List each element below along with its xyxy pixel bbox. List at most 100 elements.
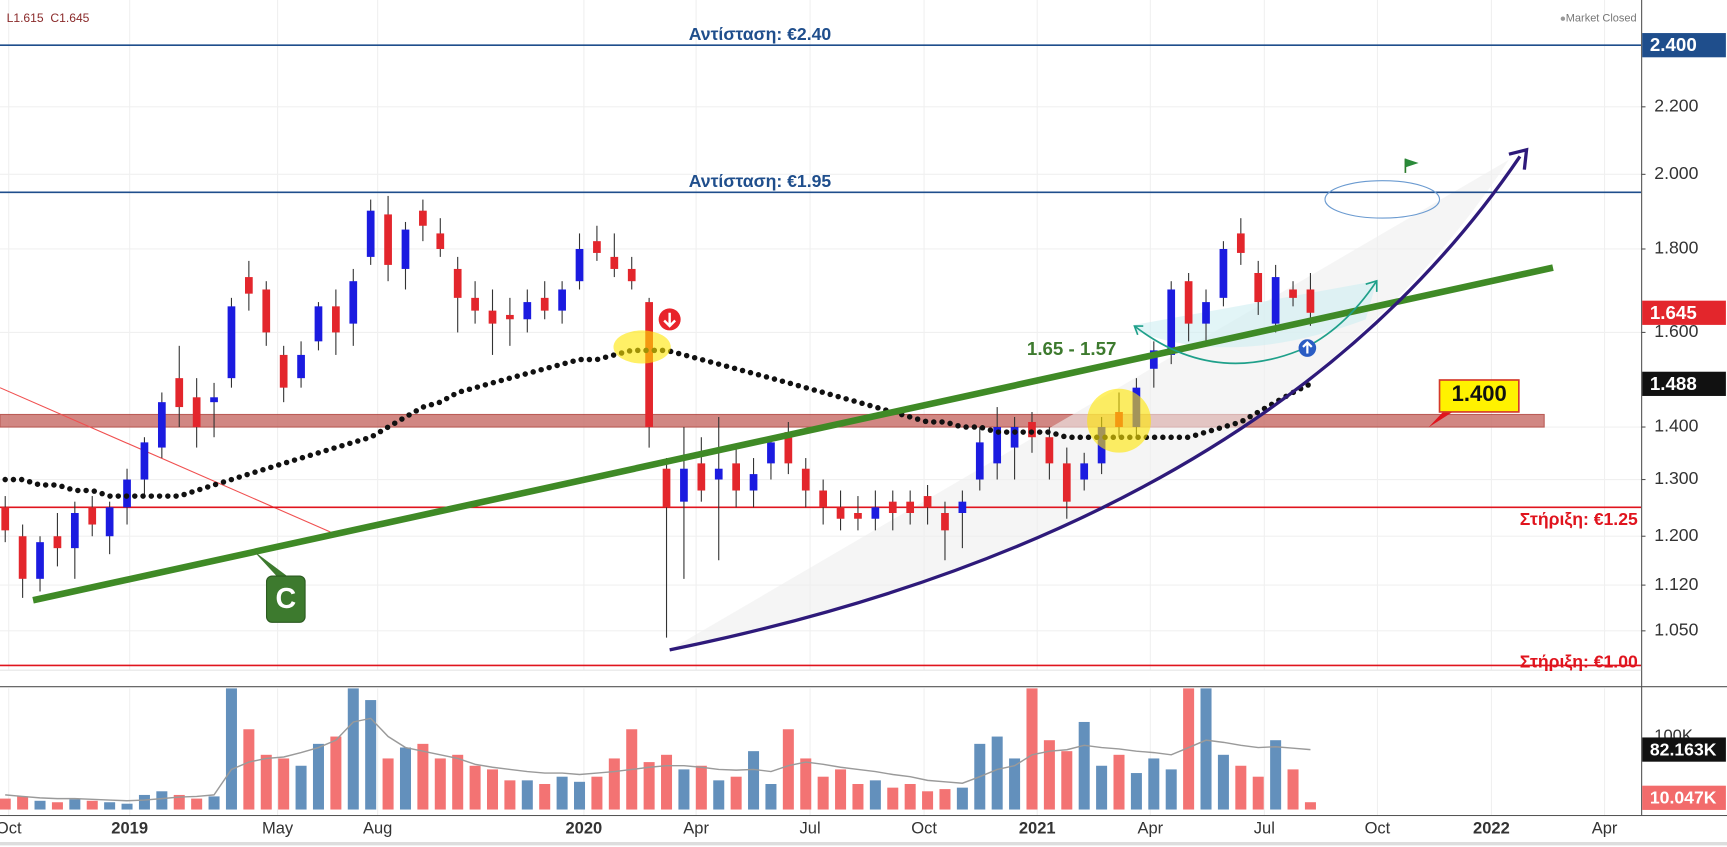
candle-body — [854, 513, 862, 519]
volume-bar — [1287, 769, 1299, 810]
x-tick-label: 2021 — [1019, 819, 1056, 838]
volume-bar — [991, 736, 1003, 810]
uptrend-line — [32, 264, 1554, 604]
candle-body — [1, 507, 10, 531]
volume-ma-line — [5, 717, 1311, 802]
volume-bar — [574, 781, 586, 810]
y-tick-label: 1.300 — [1654, 468, 1698, 488]
volume-bar — [521, 780, 533, 810]
volume-bar — [1235, 765, 1247, 810]
volume-bar — [765, 783, 777, 810]
volume-bar — [748, 751, 760, 810]
y-tick-label: 1.050 — [1654, 619, 1698, 639]
candle-body — [366, 210, 375, 257]
x-tick-label: Apr — [683, 819, 709, 838]
candle-body — [1149, 350, 1158, 369]
candle-body — [419, 210, 427, 226]
x-tick-label: 2020 — [565, 819, 602, 838]
volume-bar — [173, 794, 185, 810]
price-badge — [1642, 33, 1726, 58]
volume-bar — [817, 776, 829, 810]
price-badge — [1642, 737, 1726, 762]
candle-body — [819, 490, 828, 508]
y-tick-label: 1.600 — [1654, 321, 1698, 341]
volume-bar — [1096, 765, 1108, 810]
volume-bar — [1026, 688, 1038, 810]
y-tick-label: 2.200 — [1654, 95, 1698, 115]
arrow-head — [1365, 279, 1378, 292]
candle-body — [906, 501, 915, 514]
candle-body — [36, 542, 44, 579]
volume-bar — [347, 688, 359, 810]
volume-bar — [138, 794, 150, 810]
volume-bar — [504, 780, 516, 810]
volume-bar — [539, 783, 551, 810]
candle-body — [523, 302, 532, 320]
candle-body — [349, 281, 358, 324]
volume-bar — [469, 765, 481, 810]
range-annotation: 1.65 - 1.57 — [1027, 338, 1116, 359]
candle-body — [575, 248, 584, 282]
candle-body — [1289, 289, 1297, 298]
callout-pointer — [1428, 409, 1457, 428]
candle-body — [680, 468, 688, 502]
candle-body — [471, 297, 479, 311]
volume-bar — [591, 776, 603, 810]
level-label: Στήριξη: €1.00 — [1520, 652, 1638, 673]
volume-bar — [608, 758, 620, 810]
candle-body — [958, 501, 967, 514]
candle-body — [262, 289, 271, 333]
volume-bar — [1130, 773, 1142, 810]
price-badge — [1642, 300, 1726, 325]
y-tick-label: 1.200 — [1654, 525, 1698, 545]
x-tick-label: Apr — [1592, 819, 1618, 838]
time-axis-area — [0, 816, 1727, 847]
candle-body — [53, 536, 62, 549]
candle-body — [784, 432, 793, 464]
volume-bar — [51, 802, 63, 810]
candle-body — [1254, 273, 1263, 303]
price-badge-label: 2.400 — [1650, 34, 1697, 55]
candle-body — [610, 256, 619, 269]
candle-body — [540, 297, 549, 311]
candle-body — [210, 397, 218, 403]
candle-body — [975, 442, 984, 480]
candle-body — [140, 442, 149, 480]
zone-callout — [1438, 379, 1520, 413]
volume-bar — [0, 798, 11, 810]
volume-bar — [1078, 721, 1090, 810]
candle-body — [279, 354, 288, 388]
candle-body — [888, 501, 897, 514]
candle-body — [923, 496, 932, 508]
volume-bar — [782, 729, 794, 810]
candle-body — [1306, 289, 1315, 313]
candle-body — [70, 513, 79, 549]
candle-body — [175, 378, 184, 408]
volume-bar — [695, 765, 707, 810]
market-status: Market Closed — [1566, 13, 1637, 25]
candle-body — [1184, 281, 1193, 324]
candle-body — [488, 310, 497, 324]
volume-bar — [661, 754, 673, 810]
x-tick-label: Jul — [800, 819, 821, 838]
volume-bar — [121, 803, 133, 810]
x-tick-label: Oct — [1365, 819, 1391, 838]
volume-bar — [1009, 758, 1021, 810]
cup-curve — [1133, 280, 1378, 365]
volume-bar — [382, 758, 394, 810]
volume-bar — [208, 796, 220, 810]
candle-body — [593, 241, 601, 253]
volume-bar — [399, 747, 411, 810]
volume-bar — [156, 791, 168, 810]
volume-bar — [191, 798, 203, 810]
candle-body — [332, 306, 340, 333]
x-tick-label: Apr — [1137, 819, 1163, 838]
price-badge-label: 82.163K — [1650, 739, 1717, 759]
volume-bar — [225, 688, 237, 810]
candle-body — [1236, 233, 1245, 253]
highlight-circle — [613, 330, 671, 364]
price-axis-area — [1641, 0, 1727, 847]
wave-callout — [265, 575, 306, 623]
label-layer: 1.050 1.120 1.200 1.300 1.400 1.600 1.800 2.000… — [0, 24, 1726, 838]
volume-bar — [452, 754, 464, 810]
